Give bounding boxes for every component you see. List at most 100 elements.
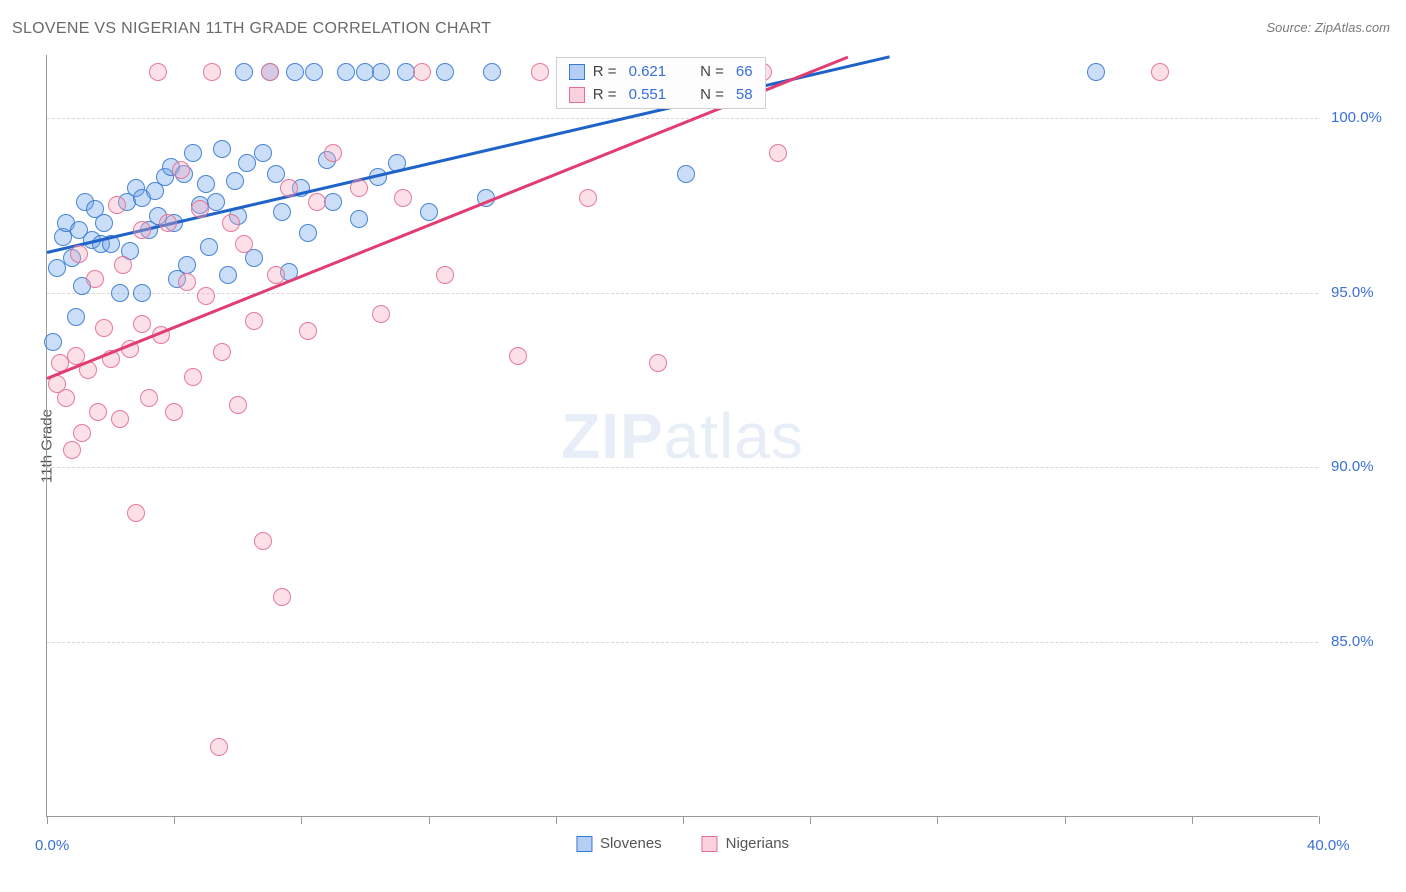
scatter-point: [337, 63, 355, 81]
scatter-point: [111, 284, 129, 302]
scatter-point: [95, 214, 113, 232]
scatter-point: [254, 144, 272, 162]
scatter-point: [245, 312, 263, 330]
scatter-point: [649, 354, 667, 372]
scatter-point: [305, 63, 323, 81]
scatter-point: [308, 193, 326, 211]
scatter-point: [127, 504, 145, 522]
chart-title: SLOVENE VS NIGERIAN 11TH GRADE CORRELATI…: [12, 20, 491, 38]
legend-swatch: [569, 87, 585, 103]
scatter-point: [57, 389, 75, 407]
scatter-point: [222, 214, 240, 232]
legend-item-label: Slovenes: [600, 835, 662, 852]
scatter-point: [394, 189, 412, 207]
legend-swatch: [702, 836, 718, 852]
scatter-point: [172, 161, 190, 179]
scatter-point: [213, 140, 231, 158]
scatter-point: [165, 403, 183, 421]
scatter-point: [420, 203, 438, 221]
scatter-point: [261, 63, 279, 81]
scatter-point: [207, 193, 225, 211]
x-tick: [683, 816, 684, 824]
chart-container: SLOVENE VS NIGERIAN 11TH GRADE CORRELATI…: [0, 0, 1406, 892]
scatter-point: [111, 410, 129, 428]
scatter-point: [197, 287, 215, 305]
scatter-point: [159, 214, 177, 232]
scatter-point: [86, 270, 104, 288]
gridline: [47, 293, 1318, 294]
scatter-point: [70, 245, 88, 263]
scatter-point: [184, 368, 202, 386]
scatter-point: [73, 424, 91, 442]
scatter-point: [238, 154, 256, 172]
watermark-zip: ZIP: [561, 400, 664, 472]
legend-swatch: [569, 64, 585, 80]
scatter-point: [48, 259, 66, 277]
legend-r-value: 0.621: [629, 63, 667, 80]
legend-item-label: Nigerians: [726, 835, 789, 852]
scatter-point: [133, 221, 151, 239]
x-tick-label: 40.0%: [1307, 837, 1350, 854]
scatter-point: [372, 305, 390, 323]
scatter-point: [178, 273, 196, 291]
scatter-point: [483, 63, 501, 81]
scatter-point: [210, 738, 228, 756]
scatter-point: [436, 63, 454, 81]
scatter-point: [273, 203, 291, 221]
x-tick: [301, 816, 302, 824]
x-tick: [47, 816, 48, 824]
y-tick-label: 85.0%: [1331, 633, 1374, 650]
legend-n-label: N =: [700, 86, 724, 103]
watermark: ZIPatlas: [561, 399, 804, 473]
scatter-point: [413, 63, 431, 81]
x-tick: [1065, 816, 1066, 824]
x-tick: [556, 816, 557, 824]
scatter-point: [769, 144, 787, 162]
x-tick: [810, 816, 811, 824]
scatter-point: [133, 315, 151, 333]
legend-r-label: R =: [593, 63, 617, 80]
scatter-point: [213, 343, 231, 361]
scatter-point: [226, 172, 244, 190]
y-tick-label: 100.0%: [1331, 109, 1382, 126]
legend-r-value: 0.551: [629, 86, 667, 103]
scatter-point: [531, 63, 549, 81]
legend-n-label: N =: [700, 63, 724, 80]
scatter-point: [67, 308, 85, 326]
legend-item: Slovenes: [576, 835, 662, 852]
scatter-point: [280, 179, 298, 197]
x-tick: [1192, 816, 1193, 824]
watermark-atlas: atlas: [664, 400, 804, 472]
scatter-point: [235, 235, 253, 253]
scatter-point: [140, 389, 158, 407]
legend-series: Slovenes Nigerians: [576, 835, 789, 852]
scatter-point: [200, 238, 218, 256]
plot-area: ZIPatlas 85.0%90.0%95.0%100.0%0.0%40.0%R…: [46, 55, 1318, 817]
scatter-point: [89, 403, 107, 421]
scatter-point: [677, 165, 695, 183]
y-tick-label: 90.0%: [1331, 458, 1374, 475]
source-label: Source: ZipAtlas.com: [1266, 20, 1390, 35]
gridline: [47, 467, 1318, 468]
legend-item: Nigerians: [702, 835, 789, 852]
legend-correlation: R =0.621N =66R =0.551N =58: [556, 57, 766, 109]
scatter-point: [299, 224, 317, 242]
scatter-point: [95, 319, 113, 337]
scatter-point: [299, 322, 317, 340]
scatter-point: [1087, 63, 1105, 81]
scatter-point: [273, 588, 291, 606]
legend-r-label: R =: [593, 86, 617, 103]
legend-row: R =0.551N =58: [557, 83, 765, 106]
scatter-point: [184, 144, 202, 162]
scatter-point: [286, 63, 304, 81]
x-tick: [1319, 816, 1320, 824]
y-tick-label: 95.0%: [1331, 284, 1374, 301]
scatter-point: [254, 532, 272, 550]
scatter-point: [350, 179, 368, 197]
x-tick: [174, 816, 175, 824]
scatter-point: [509, 347, 527, 365]
scatter-point: [219, 266, 237, 284]
scatter-point: [149, 63, 167, 81]
scatter-point: [350, 210, 368, 228]
legend-row: R =0.621N =66: [557, 60, 765, 83]
